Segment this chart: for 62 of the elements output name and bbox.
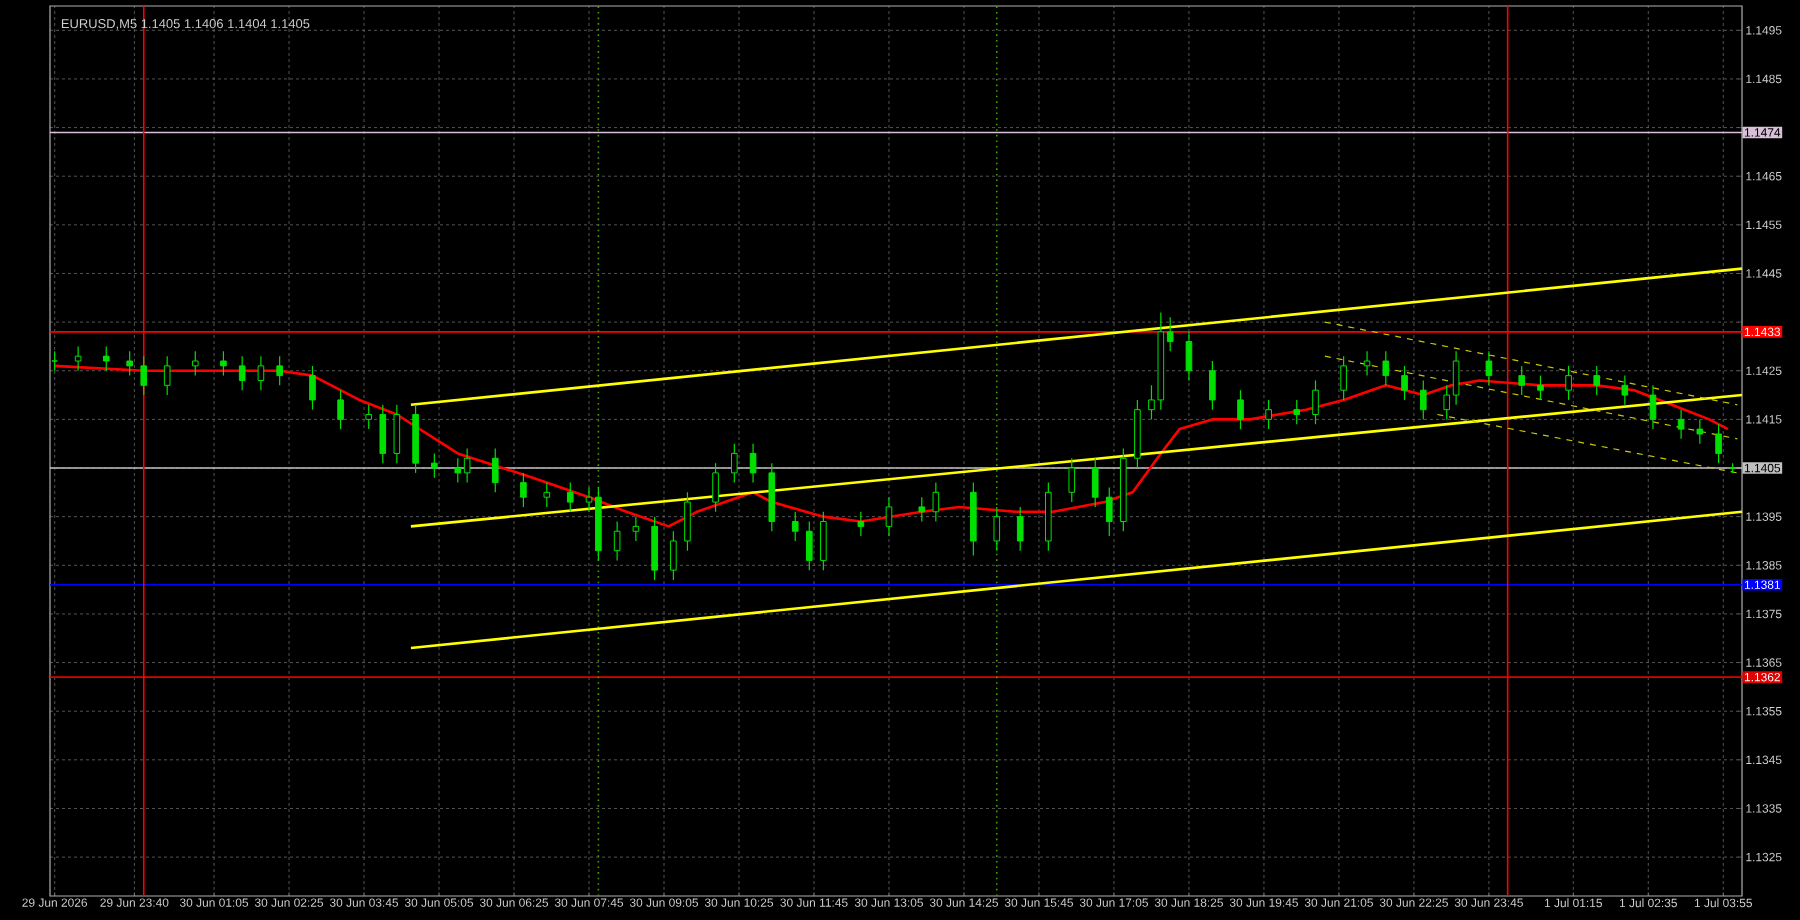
candlestick — [1068, 457, 1076, 503]
candlestick — [566, 482, 574, 513]
candlestick — [651, 516, 658, 581]
candlestick — [684, 491, 691, 552]
candlestick — [126, 350, 133, 377]
candlestick — [1105, 486, 1113, 537]
candlestick — [791, 511, 799, 542]
candlestick — [1537, 375, 1544, 401]
candlestick — [885, 496, 893, 537]
candlestick — [543, 482, 551, 508]
candlestick — [670, 530, 677, 581]
candlestick — [431, 452, 438, 479]
candlestick — [1312, 379, 1319, 425]
candlestick — [1237, 389, 1244, 430]
candlestick — [365, 404, 373, 430]
candlestick — [1518, 365, 1526, 396]
candlestick — [1677, 409, 1685, 440]
candlestick — [191, 350, 199, 377]
candlestick — [393, 404, 401, 464]
candlestick — [1419, 379, 1427, 420]
candlestick — [140, 355, 148, 396]
candlestick — [220, 350, 227, 377]
candlestick — [1185, 331, 1193, 382]
candlestick — [238, 355, 246, 391]
candlestick — [805, 520, 813, 571]
candlestick — [1485, 350, 1493, 386]
candlestick — [918, 496, 926, 523]
candlestick — [993, 506, 1001, 552]
candlestick — [1565, 365, 1572, 401]
candlestick — [1209, 360, 1216, 411]
candlestick — [1265, 399, 1272, 430]
candlestick — [1340, 355, 1347, 401]
candlestick — [1621, 375, 1629, 406]
candlestick — [1649, 384, 1657, 430]
candlestick — [1593, 365, 1601, 396]
candlestick — [163, 355, 171, 396]
candlestick — [1715, 423, 1722, 464]
candlestick — [749, 443, 757, 484]
candlestick — [1696, 418, 1704, 445]
candlestick — [730, 443, 738, 484]
candlestick — [74, 345, 82, 372]
candlestick — [276, 355, 283, 386]
candlestick — [102, 345, 110, 372]
candlestick — [820, 511, 827, 571]
candlestick — [520, 472, 527, 508]
candlestick — [1091, 457, 1099, 508]
candlestick — [932, 482, 940, 523]
candlestick — [1363, 350, 1371, 377]
candlestick — [712, 462, 719, 513]
candlestick — [1293, 399, 1301, 425]
candlestick — [1382, 350, 1390, 386]
candlestick — [51, 350, 58, 372]
candlestick — [1401, 365, 1408, 401]
candlestick — [632, 516, 640, 542]
candlestick — [491, 447, 499, 493]
candlestick — [613, 520, 621, 562]
candlestick — [1016, 506, 1024, 552]
candlestick — [337, 389, 344, 430]
candlestick — [257, 355, 265, 391]
candlestick — [309, 365, 316, 411]
candlestick — [379, 404, 387, 464]
candlestick — [857, 511, 865, 537]
